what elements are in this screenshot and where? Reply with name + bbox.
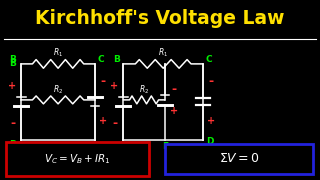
Text: D: D [97,142,104,151]
Text: C: C [97,55,104,64]
Text: A: A [9,142,16,151]
Text: B: B [9,55,16,64]
Text: B: B [9,140,16,149]
Text: B: B [9,59,16,68]
Text: $R_1$: $R_1$ [158,47,168,59]
FancyBboxPatch shape [5,142,149,176]
Text: Kirchhoff's Voltage Law: Kirchhoff's Voltage Law [35,9,285,28]
Text: -: - [100,75,106,88]
Text: $R_2$: $R_2$ [139,84,149,96]
Text: B: B [113,55,120,64]
Text: D: D [206,137,214,146]
Text: -: - [112,117,117,130]
Text: C: C [205,55,212,64]
Text: +: + [99,116,107,127]
Text: $R_1$: $R_1$ [53,47,63,59]
Text: $V_C = V_B + IR_1$: $V_C = V_B + IR_1$ [44,152,110,166]
Text: E: E [162,142,168,151]
Text: +: + [207,116,215,127]
Text: $\Sigma V = 0$: $\Sigma V = 0$ [219,152,260,165]
Text: A: A [113,142,120,151]
Text: +: + [110,80,118,91]
Text: -: - [10,117,15,130]
Text: -: - [171,83,176,96]
Text: -: - [209,75,214,88]
Text: +: + [8,80,17,91]
FancyBboxPatch shape [165,144,313,174]
Text: $R_2$: $R_2$ [53,84,63,96]
Text: +: + [170,106,178,116]
